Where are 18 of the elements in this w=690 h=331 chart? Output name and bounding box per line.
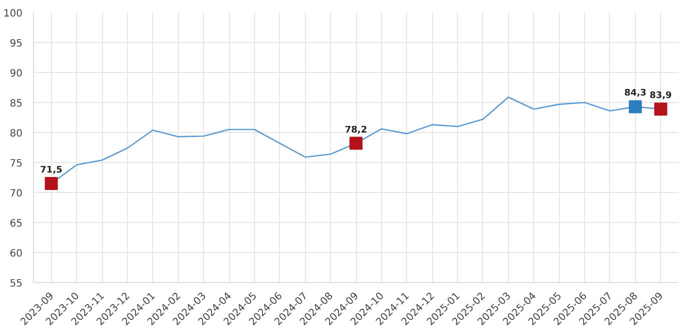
- point: [654, 102, 668, 116]
- y-tick-label: 65: [10, 218, 23, 230]
- y-tick-label: 80: [10, 128, 23, 140]
- data-label: 71,5: [40, 166, 62, 176]
- y-tick-label: 55: [10, 278, 23, 290]
- y-tick-label: 95: [10, 38, 23, 50]
- point: [350, 136, 362, 150]
- data-label: 84,3: [624, 88, 646, 99]
- y-tick-label: 60: [10, 248, 23, 260]
- y-tick-label: 70: [10, 188, 23, 200]
- point: [628, 100, 642, 114]
- point: [44, 177, 58, 190]
- y-tick-label: 90: [10, 68, 23, 80]
- data-label: 83,9: [650, 91, 672, 102]
- y-tick-label: 75: [10, 158, 23, 170]
- data-label: 78,2: [344, 125, 368, 136]
- y-tick-label: 100: [3, 8, 23, 20]
- y-tick-label: 85: [10, 98, 23, 110]
